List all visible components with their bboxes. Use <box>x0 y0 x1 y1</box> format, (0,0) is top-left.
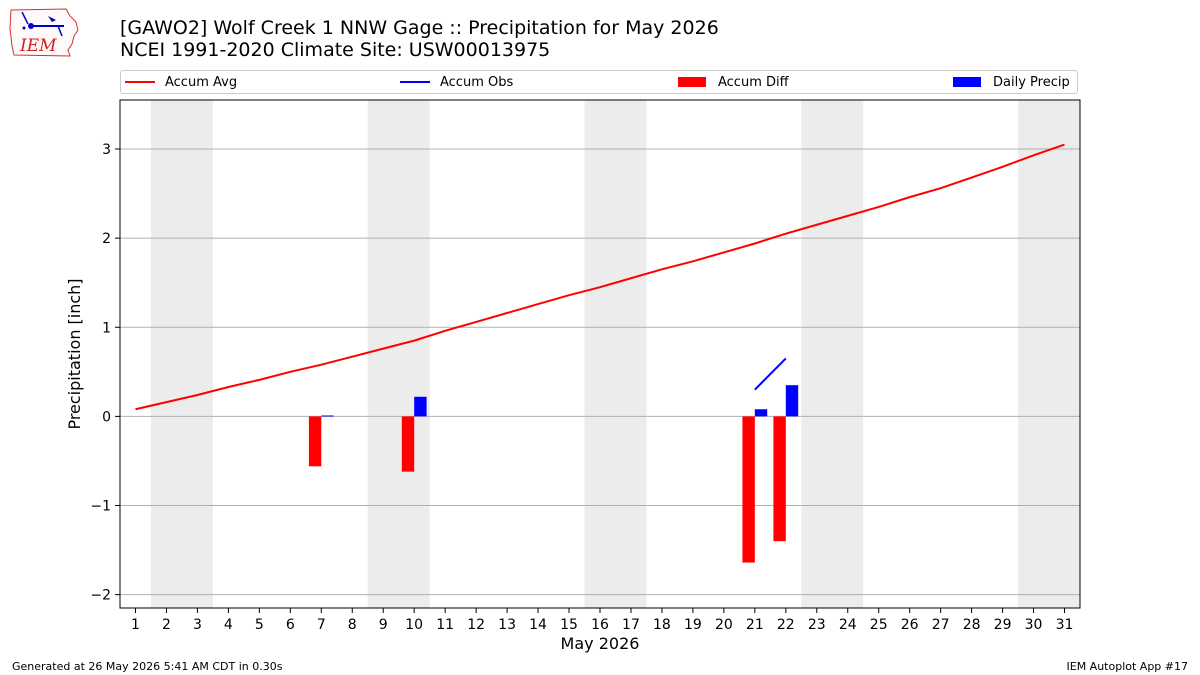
legend-label-accum-obs: Accum Obs <box>440 74 514 90</box>
x-tick-label: 2 <box>162 617 171 633</box>
legend-item-accum-avg: Accum Avg <box>125 71 237 93</box>
y-tick-label: −1 <box>90 499 111 515</box>
x-tick-label: 31 <box>1056 617 1074 633</box>
weekend-band-2 <box>367 100 430 608</box>
chart-legend: Accum Avg Accum Obs Accum Diff Daily Pre… <box>120 70 1078 94</box>
x-tick-label: 9 <box>379 617 388 633</box>
x-tick-label: 15 <box>560 617 578 633</box>
y-axis-label: Precipitation [inch] <box>65 278 84 429</box>
x-tick-label: 6 <box>286 617 295 633</box>
legend-swatch-accum-avg <box>125 81 155 83</box>
logo-text: IEM <box>19 36 57 56</box>
weekend-band-5 <box>1018 100 1080 608</box>
legend-label-daily-precip: Daily Precip <box>993 74 1070 90</box>
y-tick-label: 2 <box>102 231 111 247</box>
legend-item-accum-diff: Accum Diff <box>678 71 789 93</box>
legend-item-daily-precip: Daily Precip <box>953 71 1070 93</box>
x-tick-label: 11 <box>436 617 454 633</box>
chart-title: [GAWO2] Wolf Creek 1 NNW Gage :: Precipi… <box>120 17 719 39</box>
x-tick-label: 8 <box>348 617 357 633</box>
weekend-band-4 <box>801 100 864 608</box>
chart-subtitle: NCEI 1991-2020 Climate Site: USW00013975 <box>120 39 551 61</box>
x-axis-label: May 2026 <box>561 634 640 653</box>
autoplot-app-label: IEM Autoplot App #17 <box>1066 660 1189 673</box>
x-tick-label: 14 <box>529 617 547 633</box>
legend-swatch-accum-diff <box>678 77 706 87</box>
x-tick-label: 24 <box>839 617 857 633</box>
x-tick-label: 19 <box>684 617 702 633</box>
x-tick-label: 21 <box>746 617 764 633</box>
plot-frame <box>119 99 1081 609</box>
x-tick-label: 10 <box>405 617 423 633</box>
x-tick-label: 16 <box>591 617 609 633</box>
legend-swatch-accum-obs <box>400 81 430 83</box>
x-tick-label: 25 <box>870 617 888 633</box>
accum-diff-bar-day-22 <box>773 416 786 542</box>
iem-iowa-logo-icon: IEM <box>8 6 80 58</box>
weekend-band-1 <box>150 100 213 608</box>
y-tick-label: 1 <box>102 320 111 336</box>
x-tick-label: 3 <box>193 617 202 633</box>
daily-precip-bar-day-22 <box>785 385 799 417</box>
x-tick-label: 27 <box>932 617 950 633</box>
x-tick-label: 29 <box>994 617 1012 633</box>
accum-obs-line <box>754 357 787 391</box>
x-tick-label: 1 <box>131 617 140 633</box>
x-tick-label: 18 <box>653 617 671 633</box>
x-tick-label: 5 <box>255 617 264 633</box>
x-tick-label: 17 <box>622 617 640 633</box>
x-tick-label: 22 <box>777 617 795 633</box>
accum-diff-bar-day-10 <box>401 416 415 472</box>
weekend-band-3 <box>584 100 647 608</box>
x-tick-label: 28 <box>963 617 981 633</box>
legend-item-accum-obs: Accum Obs <box>400 71 513 93</box>
x-tick-label: 20 <box>715 617 733 633</box>
x-tick-label: 30 <box>1025 617 1043 633</box>
y-tick-label: 3 <box>102 142 111 158</box>
accum-diff-bar-day-7 <box>308 416 322 467</box>
x-tick-label: 23 <box>808 617 826 633</box>
legend-label-accum-diff: Accum Diff <box>718 74 789 90</box>
accum-avg-line <box>135 143 1065 411</box>
x-tick-label: 26 <box>901 617 919 633</box>
generated-timestamp: Generated at 26 May 2026 5:41 AM CDT in … <box>12 660 283 673</box>
legend-label-accum-avg: Accum Avg <box>165 74 238 90</box>
daily-precip-bar-day-21 <box>754 409 768 417</box>
legend-swatch-daily-precip <box>953 77 981 87</box>
y-tick-label: 0 <box>102 409 111 425</box>
daily-precip-bar-day-7 <box>321 415 334 417</box>
x-tick-label: 4 <box>224 617 233 633</box>
x-tick-label: 7 <box>317 617 326 633</box>
accum-diff-bar-day-21 <box>742 416 755 563</box>
y-tick-label: −2 <box>90 588 111 604</box>
x-tick-label: 13 <box>498 617 516 633</box>
daily-precip-bar-day-10 <box>414 396 427 417</box>
x-tick-label: 12 <box>467 617 485 633</box>
